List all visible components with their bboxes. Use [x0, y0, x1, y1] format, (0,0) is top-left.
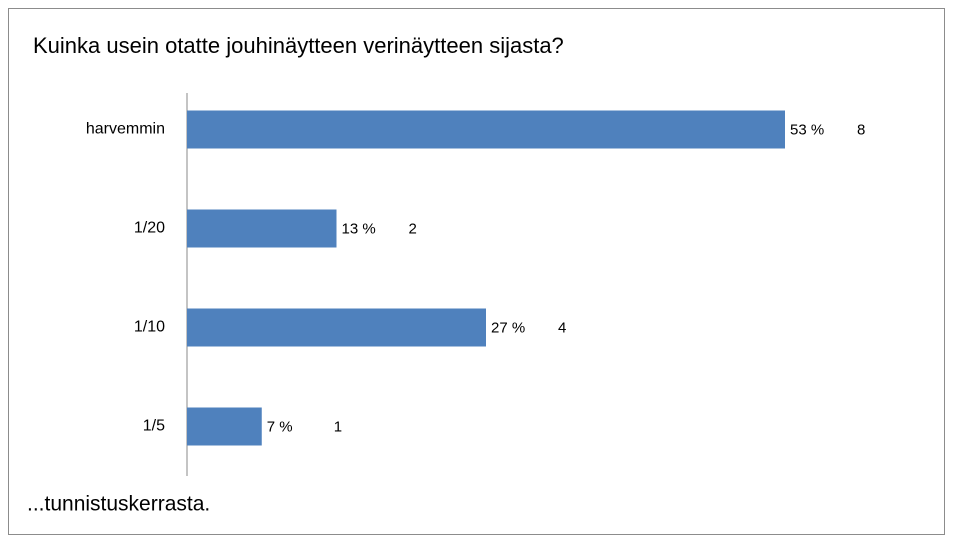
category-label: 1/10: [134, 319, 165, 336]
bar: [187, 209, 337, 248]
category-label: 1/20: [134, 220, 165, 237]
chart-title: Kuinka usein otatte jouhinäytteen verinä…: [33, 33, 564, 58]
count-label: 2: [409, 220, 417, 237]
count-label: 1: [334, 418, 342, 435]
bar: [187, 308, 486, 347]
category-label: 1/5: [143, 418, 165, 435]
percent-label: 27 %: [491, 319, 525, 336]
category-label: harvemmin: [86, 121, 165, 138]
footnote: ...tunnistuskerrasta.: [27, 493, 210, 516]
bar: [187, 407, 262, 446]
count-label: 8: [857, 121, 865, 138]
percent-label: 53 %: [790, 121, 824, 138]
percent-label: 13 %: [342, 220, 376, 237]
count-label: 4: [558, 319, 566, 336]
percent-label: 7 %: [267, 418, 293, 435]
chart-frame: [8, 8, 945, 535]
bar: [187, 110, 785, 149]
